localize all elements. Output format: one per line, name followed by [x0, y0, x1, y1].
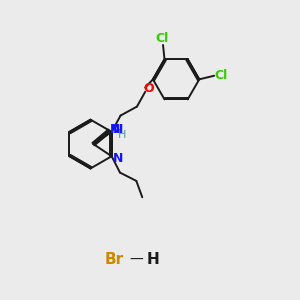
Text: H: H — [147, 253, 159, 268]
Text: Cl: Cl — [214, 69, 227, 82]
Text: N: N — [110, 123, 120, 136]
Text: H: H — [118, 130, 126, 140]
Text: Cl: Cl — [155, 32, 168, 45]
Text: Br: Br — [105, 253, 124, 268]
Text: —: — — [130, 253, 143, 267]
Text: O: O — [144, 82, 154, 95]
Text: N: N — [113, 123, 123, 136]
Text: N: N — [113, 152, 123, 165]
